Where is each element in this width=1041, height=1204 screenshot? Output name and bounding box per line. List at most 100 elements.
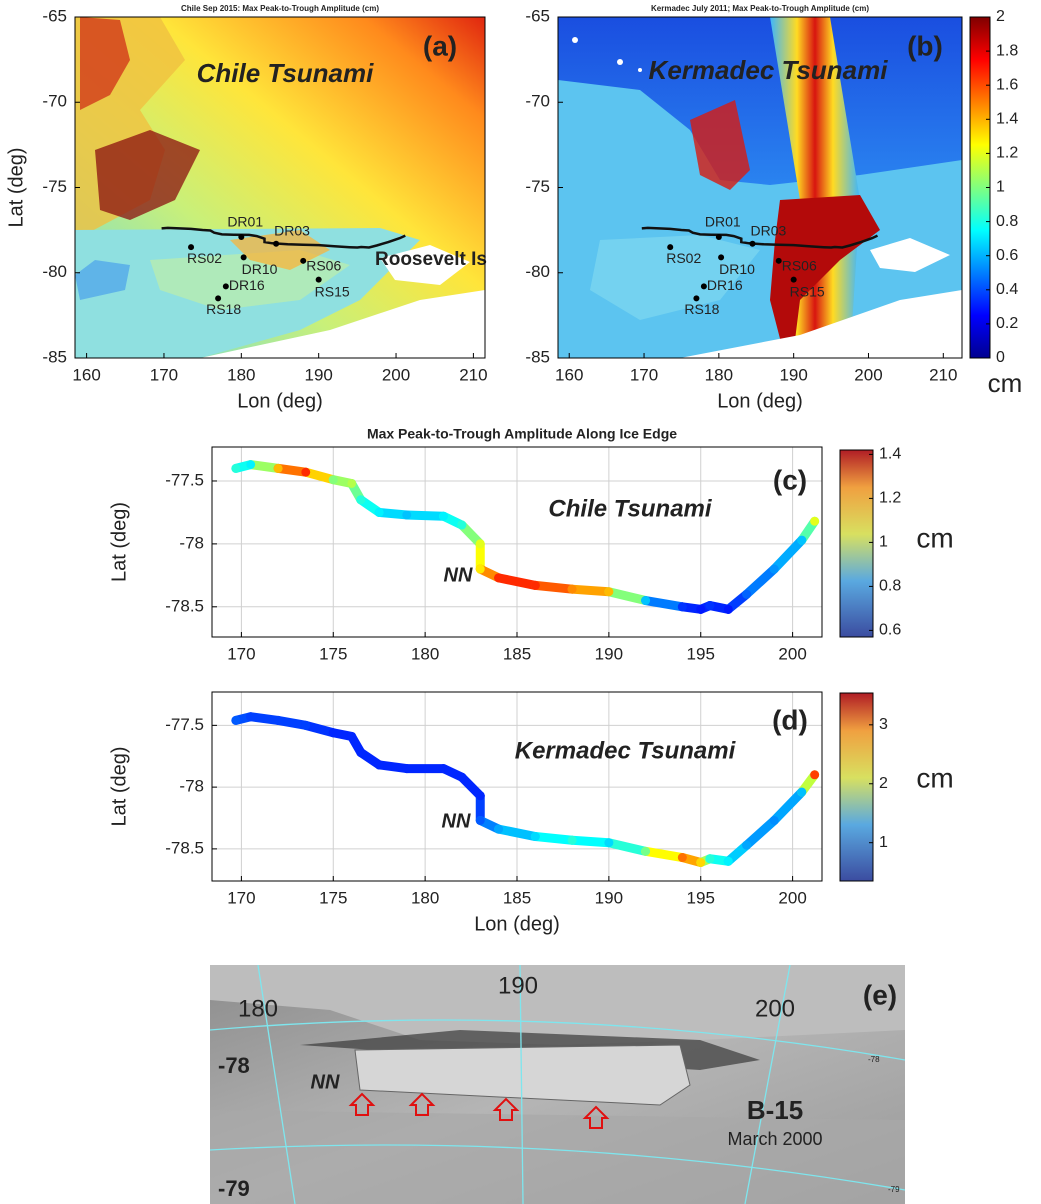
edge-point	[604, 587, 614, 597]
map-title: Kermadec July 2011; Max Peak-to-Trough A…	[651, 4, 869, 13]
x-tick-label: 190	[595, 888, 623, 907]
edge-point	[301, 720, 311, 730]
image-label: March 2000	[727, 1129, 822, 1149]
edge-segment	[494, 824, 540, 842]
x-tick-label: 170	[227, 888, 255, 907]
tsunami-label: Chile Tsunami	[548, 495, 712, 522]
edge-segment	[742, 564, 779, 599]
edge-point	[246, 460, 256, 470]
edge-point	[604, 838, 614, 848]
station-label: DR03	[274, 222, 310, 238]
plot-frame	[211, 446, 823, 638]
edge-point	[530, 832, 540, 842]
colorbar-unit: cm	[988, 368, 1023, 398]
colorbar-tick-label: 0.8	[879, 578, 901, 595]
station	[300, 257, 307, 264]
y-tick-label: -78	[179, 533, 204, 552]
edge-segment	[273, 715, 311, 730]
colorbar-tick-label: 1.8	[996, 42, 1018, 59]
station	[273, 240, 280, 247]
annotation: NN	[444, 564, 473, 586]
edge-point	[641, 596, 651, 606]
y-tick-label: -78.5	[165, 838, 204, 857]
x-tick-label: 190	[779, 365, 807, 384]
y-tick-label: -78.5	[165, 596, 204, 615]
station	[749, 240, 756, 247]
edge-point	[374, 507, 384, 517]
station-label: RS18	[206, 301, 241, 317]
x-tick-label: 190	[595, 644, 623, 663]
edge-point	[696, 857, 706, 867]
edge-point	[402, 764, 412, 774]
edge-point	[356, 748, 366, 758]
x-tick-label: 180	[411, 888, 439, 907]
edge-point	[723, 604, 733, 614]
station-label: RS02	[187, 250, 222, 266]
colorbar-tick-label: 1.4	[996, 111, 1018, 128]
edge-segment	[769, 535, 807, 574]
y-tick-label: -70	[525, 92, 550, 111]
edge-point	[530, 580, 540, 590]
image-label: 190	[498, 972, 538, 999]
station-label: DR10	[719, 261, 755, 277]
station	[790, 276, 797, 283]
y-tick-label: -75	[42, 177, 67, 196]
colorbar	[839, 692, 874, 882]
grid-label: -78	[868, 1055, 880, 1064]
panel-label: (a)	[423, 30, 457, 61]
annotation: NN	[442, 810, 471, 832]
edge-point	[705, 601, 715, 611]
y-tick-label: -65	[42, 6, 67, 25]
edge-point	[246, 712, 256, 722]
edge-point	[457, 520, 467, 530]
station	[188, 244, 195, 251]
edge-segment	[301, 467, 338, 485]
edge-segment	[604, 838, 651, 856]
panel-label: (e)	[863, 979, 897, 1010]
edge-segment	[742, 815, 779, 850]
image-label: 200	[755, 995, 795, 1022]
edge-point	[374, 760, 384, 770]
edge-point	[231, 715, 241, 725]
satellite-image	[210, 965, 905, 1204]
edge-point	[567, 835, 577, 845]
colorbar-tick-label: 0.8	[996, 213, 1018, 230]
x-tick-label: 160	[555, 365, 583, 384]
station	[775, 257, 782, 264]
colorbar-tick-label: 1	[879, 534, 888, 551]
edge-segment	[604, 587, 651, 606]
station-label: RS15	[790, 283, 825, 299]
edge-point	[677, 602, 687, 612]
station	[700, 283, 707, 290]
x-tick-label: 170	[227, 644, 255, 663]
edge-segment	[374, 507, 412, 520]
edge-point	[641, 846, 651, 856]
edge-point	[347, 478, 357, 488]
x-tick-label: 180	[705, 365, 733, 384]
station-label: DR16	[229, 277, 265, 293]
y-tick-label: -77.5	[165, 470, 204, 489]
plot-frame	[211, 691, 823, 882]
x-tick-label: 185	[503, 888, 531, 907]
x-axis-label: Lon (deg)	[474, 913, 560, 935]
x-axis-label: Lon (deg)	[237, 390, 323, 412]
ice-edge	[161, 226, 406, 249]
x-tick-label: 180	[411, 644, 439, 663]
x-tick-label: 200	[382, 365, 410, 384]
y-tick-label: -85	[525, 347, 550, 366]
colorbar-tick-label: 1.2	[996, 145, 1018, 162]
ice-edge	[641, 226, 879, 249]
x-tick-label: 200	[778, 888, 806, 907]
image-label: 180	[238, 995, 278, 1022]
station	[667, 244, 674, 251]
colorbar-tick-label: 1	[879, 834, 888, 851]
annotation: Roosevelt Is	[375, 249, 487, 270]
station-label: DR16	[707, 277, 743, 293]
y-tick-label: -75	[525, 177, 550, 196]
edge-point	[567, 584, 577, 594]
map-field	[75, 17, 485, 358]
x-axis-label: Lon (deg)	[717, 390, 803, 412]
plot-frame	[74, 16, 486, 359]
